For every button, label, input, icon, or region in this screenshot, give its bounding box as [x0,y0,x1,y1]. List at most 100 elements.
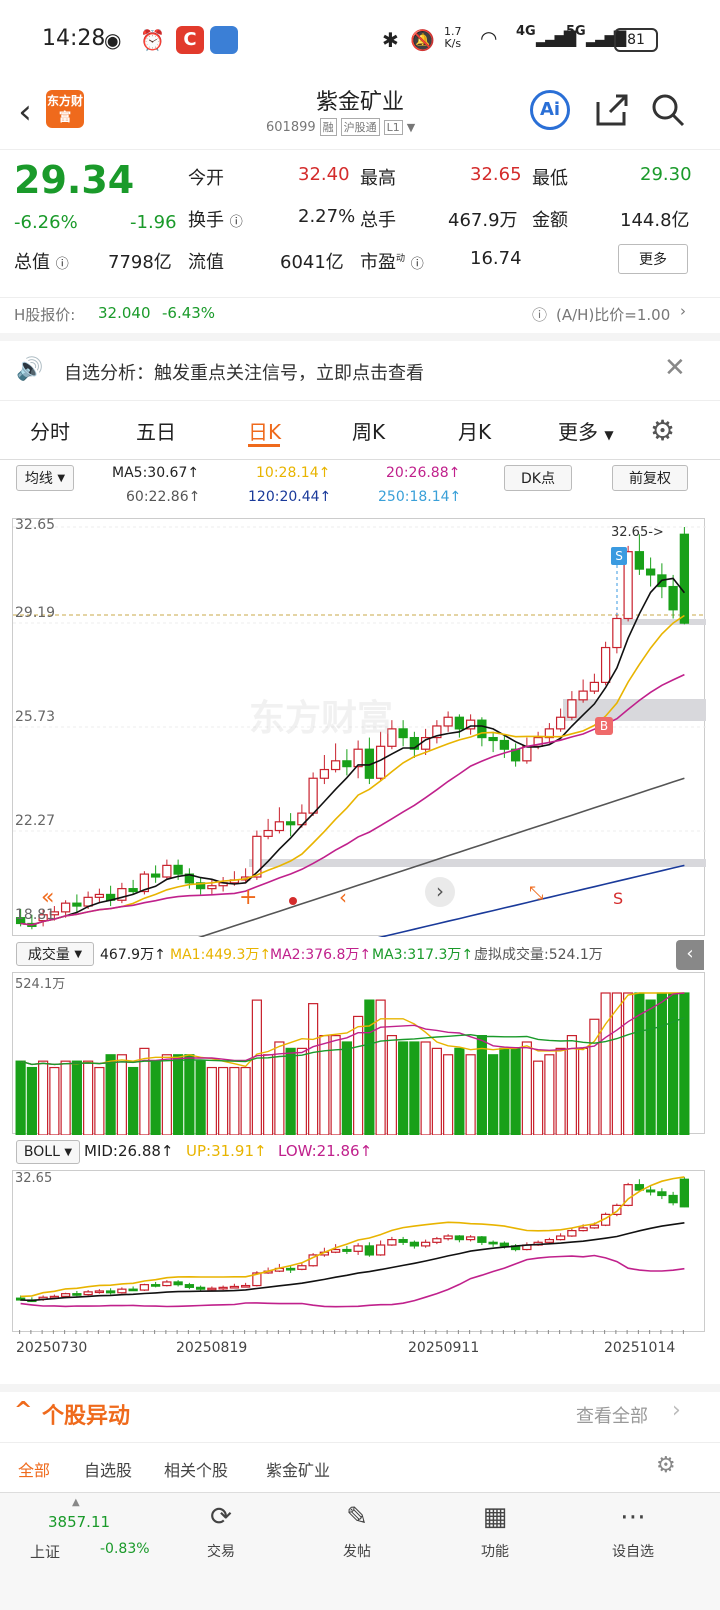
boll-candle [567,1230,577,1237]
volume-legend: 成交量 ▼ 467.9万↑ MA1:449.3万↑ MA2:376.8万↑ MA… [0,940,720,970]
info-icon[interactable]: ⓘ [410,257,424,272]
prev-icon[interactable]: ‹ [339,885,347,909]
boll-candle [364,1245,375,1256]
indicator-select[interactable]: 均线 ▼ [16,465,74,491]
notice-text: 自选分析：触发重点关注信号，立即点击查看 [64,363,424,384]
buy-marker[interactable]: B [595,717,613,735]
more-quote-button[interactable]: 更多 [618,244,688,274]
status-time: 14:28 [42,26,106,51]
record-dot-icon[interactable] [289,897,297,905]
last-price: 29.34 [14,158,135,202]
nav-label: 设自选 [612,1544,654,1560]
h-share-pct: -6.43% [162,304,216,322]
volume-bar [150,1060,161,1136]
k-candle [274,821,285,832]
status-bar: 14:28 ◉ ⏰ C ✱ 🔕 1.7 K/s ◠ 4G ▂▃▅▇ 5G ▂▃▅▇… [0,0,720,80]
k-candle [353,748,363,768]
nav-set-watch[interactable]: ⋯ 设自选 [588,1499,678,1561]
k-candle [150,873,161,878]
notice-bar[interactable]: 🔊 自选分析：触发重点关注信号，立即点击查看 ✕ [0,341,720,401]
tab-watchlist[interactable]: 自选股 [84,1461,133,1480]
k-candle [668,585,678,611]
info-icon[interactable]: ⓘ [229,215,243,230]
chevron-down-icon: ▼ [406,120,416,134]
boll-up-line [20,1176,685,1298]
app-logo[interactable]: 东方财富 [46,90,84,128]
collapse-panel-icon[interactable]: ‹ [676,940,704,970]
tab-stock[interactable]: 紫金矿业 [266,1461,331,1480]
quote-label: 最低 [532,168,568,189]
dk-point-button[interactable]: DK点 [504,465,572,491]
tab-more[interactable]: 更多 ▼ [558,420,614,444]
volume-bar [656,992,667,1136]
volume-bar [544,1054,555,1136]
k-candle [645,568,656,576]
quote-label: 金额 [532,210,568,231]
quote-label: 市盈动 ⓘ [360,252,424,273]
tab-five-day[interactable]: 五日 [136,420,176,444]
boll-candle [72,1293,82,1296]
share-icon[interactable] [594,92,630,128]
info-icon[interactable]: ⓘ [55,257,69,272]
boll-candle [499,1242,510,1247]
tab-daily-k[interactable]: 日K [248,420,282,444]
zoom-icon[interactable]: ⤡ [529,883,544,904]
tab-all[interactable]: 全部 [18,1461,51,1480]
k-candle [139,873,150,893]
adjust-price-button[interactable]: 前复权 [612,465,688,491]
boll-max-label: 32.65 [15,1171,53,1186]
tab-intraday[interactable]: 分时 [30,420,70,444]
caret-down-icon: ▼ [64,1146,73,1158]
rewind-icon[interactable]: « [41,885,55,910]
volume-select[interactable]: 成交量 ▼ [16,942,94,966]
k-candle [162,864,172,878]
settings-gear-icon[interactable]: ⚙ [650,414,676,447]
nav-functions[interactable]: ▦ 功能 [450,1499,540,1561]
volume-bar [296,1047,307,1136]
volume-chart[interactable]: 524.1万 [12,972,705,1136]
boll-chart[interactable]: 32.65 [12,1170,705,1332]
ai-assistant-button[interactable]: Ai [530,90,570,130]
k-candle [285,821,296,826]
kline-chart[interactable]: 32.65 29.19 25.73 22.27 18.81 32.65-> 东方… [12,517,706,1023]
nav-label: 交易 [207,1544,235,1560]
sell-marker[interactable]: S [611,547,627,565]
boll-candle [162,1281,172,1287]
boll-candle [308,1254,318,1267]
k-candle [578,690,588,701]
tab-weekly-k[interactable]: 周K [352,420,386,444]
stock-code-row[interactable]: 601899 融 沪股通 L1 ▼ [266,118,415,136]
boll-candle [454,1235,465,1241]
h-share-row[interactable]: H股报价: 32.040 -6.43% ⓘ (A/H)比价=1.00 › [0,297,720,341]
nav-post[interactable]: ✎ 发帖 [312,1499,402,1561]
boll-select[interactable]: BOLL ▼ [16,1140,80,1164]
ma20-line [20,673,685,926]
view-all-link[interactable]: 查看全部 [576,1406,648,1427]
tab-monthly-k[interactable]: 月K [458,420,492,444]
watermark: 东方财富 [249,698,394,739]
volume-bar [116,1054,127,1136]
k-candle [195,882,206,890]
tab-related[interactable]: 相关个股 [164,1461,229,1480]
volume-bar [218,1066,229,1136]
price-label: 25.73 [15,709,56,725]
k-candle [94,893,105,898]
settings-gear-icon[interactable]: ⚙ [656,1453,676,1478]
vol-ma1: MA1:449.3万↑ [170,947,272,963]
nav-label: 发帖 [343,1544,371,1560]
k-candle [600,646,611,683]
boll-candle [117,1288,127,1294]
back-arrow-icon[interactable]: ‹ [18,92,32,132]
search-icon[interactable] [650,92,686,128]
add-icon[interactable]: + [239,885,258,910]
vol-ma2: MA2:376.8万↑ [270,947,372,963]
k-candle [375,745,386,779]
close-icon[interactable]: ✕ [664,353,686,383]
boll-candle [184,1284,195,1288]
price-label-bottom: 18.81 [15,907,56,923]
help-icon[interactable]: ⓘ [532,306,548,324]
nav-trade[interactable]: ⟳ 交易 [176,1499,266,1561]
volume-value: 467.9万↑ [100,947,166,963]
index-value[interactable]: 3857.11 [48,1513,111,1531]
next-icon[interactable]: › [425,877,455,907]
